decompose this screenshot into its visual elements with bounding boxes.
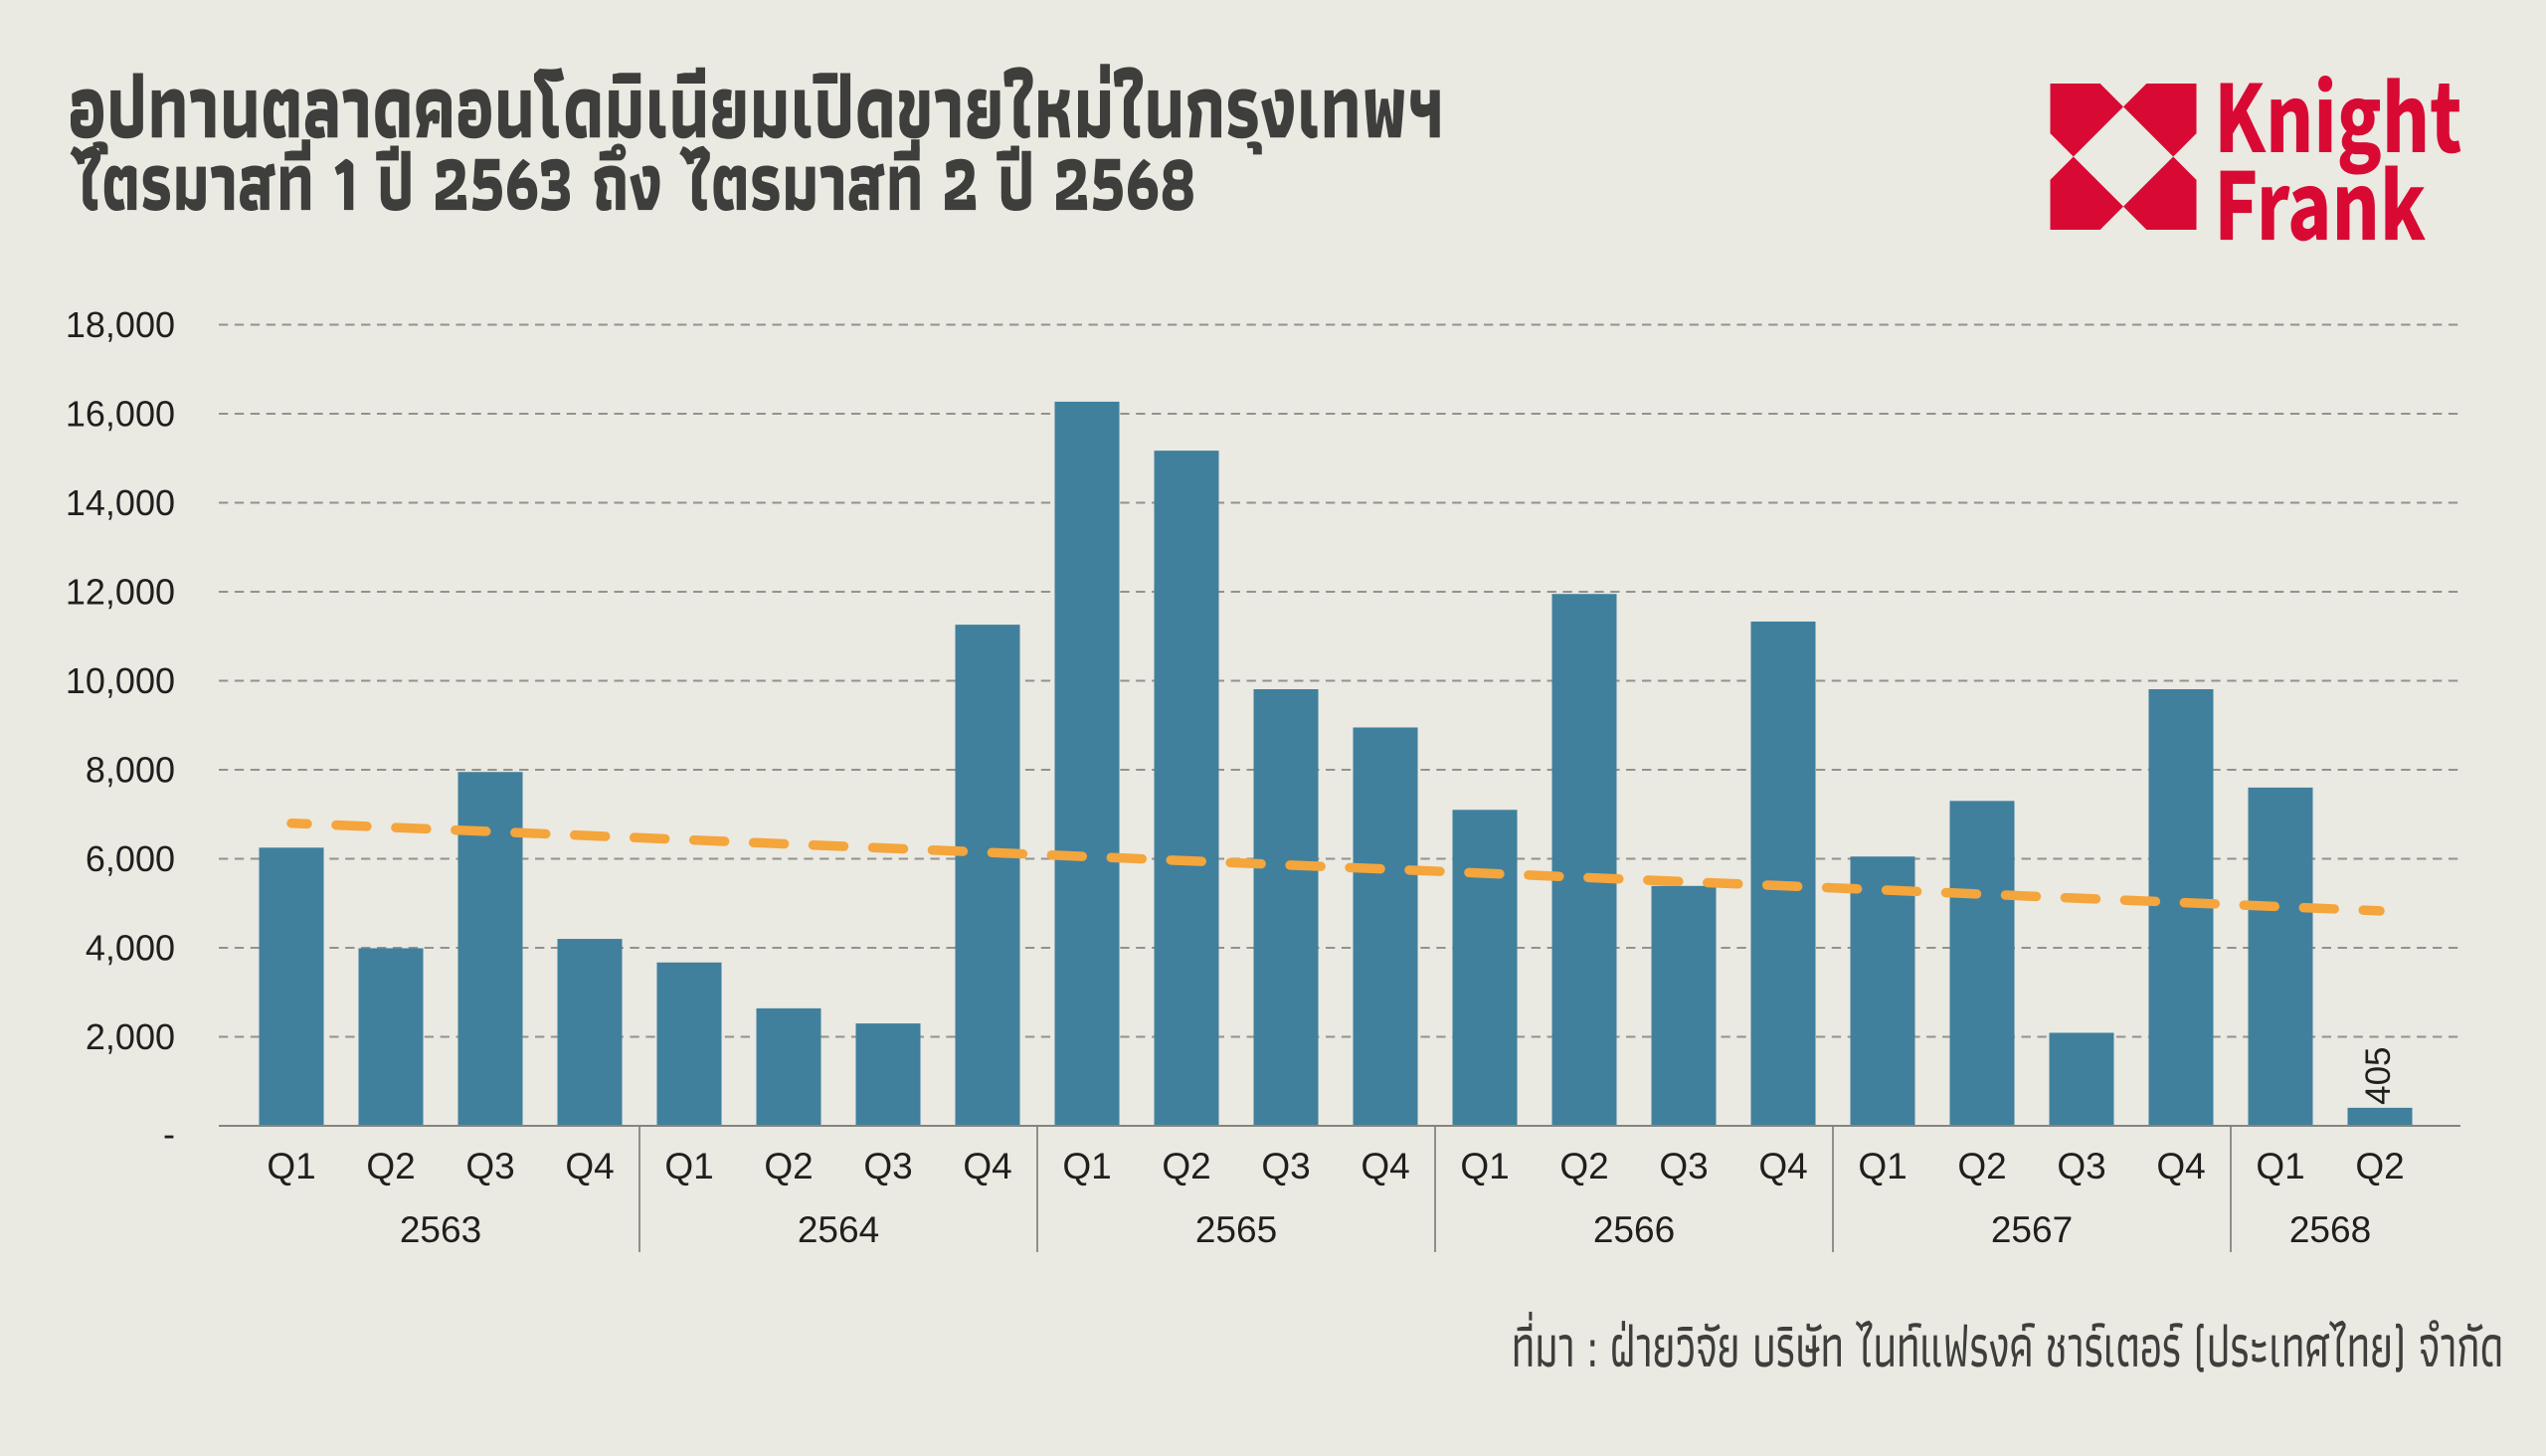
bar-2563-Q4 xyxy=(557,939,623,1126)
bar-2564-Q4 xyxy=(955,625,1020,1126)
logo-wordmark-knight xyxy=(2220,75,2461,175)
bar-2566-Q1 xyxy=(1452,810,1518,1126)
source-note-text xyxy=(1514,1311,2501,1372)
x-axis-quarter-label: Q3 xyxy=(863,1146,912,1186)
bar-value-label: 405 xyxy=(2359,1046,2398,1104)
bar-2565-Q4 xyxy=(1353,727,1418,1126)
x-axis-quarter-label: Q4 xyxy=(1758,1146,1807,1186)
bar-2565-Q1 xyxy=(1054,401,1120,1127)
x-axis-quarter-label: Q1 xyxy=(2256,1146,2304,1186)
bar-2564-Q2 xyxy=(756,1007,821,1126)
x-axis-year-label: 2567 xyxy=(1991,1209,2073,1250)
x-axis-quarter-label: Q1 xyxy=(1858,1146,1907,1186)
bar-2565-Q3 xyxy=(1253,689,1319,1126)
y-axis-tick-label: 12,000 xyxy=(66,572,175,613)
x-axis-quarter-label: Q3 xyxy=(1261,1146,1310,1186)
y-axis-tick-label: 14,000 xyxy=(66,482,175,523)
logo-mark-top-right xyxy=(2123,84,2197,157)
y-axis-tick-label: 2,000 xyxy=(86,1016,175,1057)
y-axis-tick-label: 6,000 xyxy=(86,838,175,879)
trend-line xyxy=(286,818,2385,916)
x-axis-quarter-label: Q2 xyxy=(1957,1146,2006,1186)
x-axis-quarter-label: Q2 xyxy=(1162,1146,1210,1186)
bar-2566-Q4 xyxy=(1750,621,1816,1126)
chart-title-line2 xyxy=(70,139,1193,212)
bar-2566-Q3 xyxy=(1651,885,1717,1126)
logo-mark-top-left xyxy=(2050,84,2123,157)
x-axis-quarter-label: Q4 xyxy=(565,1146,614,1186)
y-axis-tick-label: 4,000 xyxy=(86,928,175,969)
x-axis-quarter-label: Q2 xyxy=(2355,1146,2404,1186)
x-axis-quarter-label: Q4 xyxy=(963,1146,1011,1186)
logo-mark-shapes xyxy=(2050,84,2197,230)
x-axis-quarter-label: Q3 xyxy=(2057,1146,2105,1186)
x-axis-quarter-label: Q3 xyxy=(465,1146,514,1186)
bar-2563-Q2 xyxy=(358,948,424,1126)
bar-2568-Q1 xyxy=(2248,787,2313,1126)
x-axis-quarter-label: Q3 xyxy=(1659,1146,1708,1186)
x-axis-quarter-label: Q2 xyxy=(366,1146,415,1186)
bar-2565-Q2 xyxy=(1154,451,1219,1127)
x-axis-quarter-label: Q1 xyxy=(1062,1146,1111,1186)
bar-2567-Q3 xyxy=(2049,1032,2114,1126)
bar-2563-Q1 xyxy=(259,847,324,1126)
x-axis-year-label: 2565 xyxy=(1195,1209,1277,1250)
x-axis-quarter-label: Q4 xyxy=(2156,1146,2205,1186)
x-axis-quarter-label: Q1 xyxy=(1460,1146,1509,1186)
x-axis-quarter-label: Q2 xyxy=(764,1146,813,1186)
logo-wordmark-frank xyxy=(2220,165,2426,242)
x-axis-quarter-label: Q1 xyxy=(267,1146,315,1186)
x-axis-year-label: 2566 xyxy=(1593,1209,1675,1250)
x-axis-quarter-label: Q4 xyxy=(1361,1146,1409,1186)
y-axis-tick-label: 10,000 xyxy=(66,660,175,701)
bar-2567-Q2 xyxy=(1949,801,2015,1126)
bar-2564-Q3 xyxy=(855,1023,921,1126)
y-axis-tick-label: 16,000 xyxy=(66,394,175,435)
y-axis-tick-label: 18,000 xyxy=(66,304,175,345)
bar-2568-Q2 xyxy=(2347,1107,2413,1126)
chart-title-line1 xyxy=(70,64,1440,155)
x-axis-year-label: 2563 xyxy=(400,1209,481,1250)
x-axis-year-label: 2564 xyxy=(798,1209,879,1250)
bar-2567-Q1 xyxy=(1850,856,1915,1126)
x-axis-year-label: 2568 xyxy=(2289,1209,2371,1250)
logo-mark-bottom-right xyxy=(2123,156,2197,230)
y-axis-tick-label: - xyxy=(163,1114,175,1155)
knight-frank-logo-icon xyxy=(2050,84,2197,230)
x-axis-quarter-label: Q1 xyxy=(664,1146,713,1186)
y-axis-tick-label: 8,000 xyxy=(86,750,175,791)
x-axis-quarter-label: Q2 xyxy=(1559,1146,1608,1186)
bar-2564-Q1 xyxy=(656,962,722,1126)
logo-mark-bottom-left xyxy=(2050,156,2123,230)
bar-2566-Q2 xyxy=(1551,594,1617,1126)
